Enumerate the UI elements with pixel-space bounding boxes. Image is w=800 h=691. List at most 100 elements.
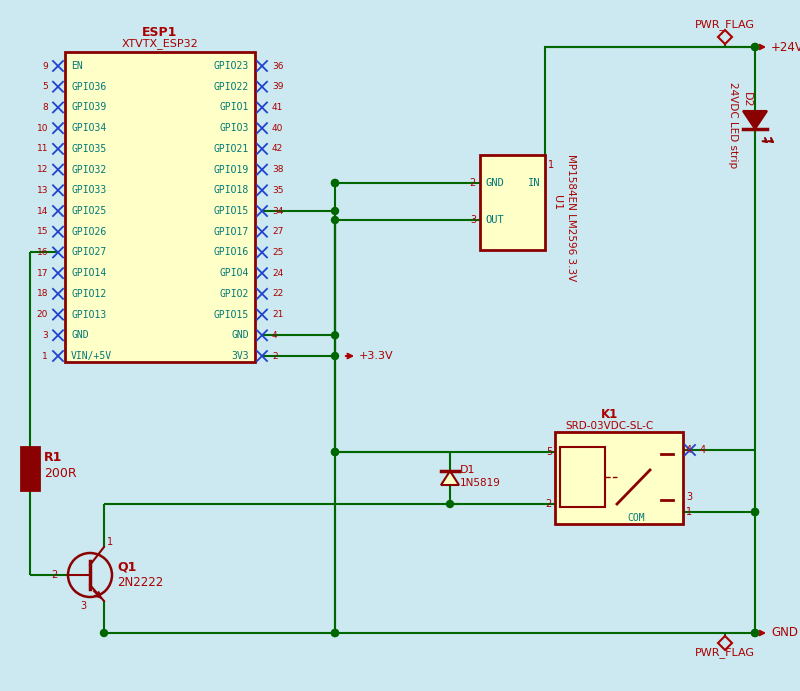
Text: 2N2222: 2N2222 <box>117 576 163 589</box>
Text: PWR_FLAG: PWR_FLAG <box>695 647 755 659</box>
Text: 8: 8 <box>42 103 48 112</box>
Text: XTVTX_ESP32: XTVTX_ESP32 <box>122 39 198 50</box>
Circle shape <box>331 448 338 455</box>
Text: D2: D2 <box>742 92 752 108</box>
Text: 39: 39 <box>272 82 283 91</box>
Text: GND: GND <box>231 330 249 340</box>
Text: 15: 15 <box>37 227 48 236</box>
Text: GPIO15: GPIO15 <box>214 310 249 319</box>
Text: SRD-03VDC-SL-C: SRD-03VDC-SL-C <box>565 421 653 431</box>
Text: GPIO17: GPIO17 <box>214 227 249 237</box>
Text: 4: 4 <box>686 445 692 455</box>
Bar <box>555 432 683 524</box>
Text: VIN/+5V: VIN/+5V <box>71 351 112 361</box>
Text: 41: 41 <box>272 103 283 112</box>
Text: MP1584EN LM2596 3.3V: MP1584EN LM2596 3.3V <box>566 154 576 281</box>
Text: 5: 5 <box>546 447 552 457</box>
Text: GPIO27: GPIO27 <box>71 247 106 258</box>
Text: 42: 42 <box>272 144 283 153</box>
Text: GPIO14: GPIO14 <box>71 268 106 278</box>
Text: 27: 27 <box>272 227 283 236</box>
Text: 1N5819: 1N5819 <box>460 478 501 488</box>
Bar <box>480 155 545 250</box>
Text: COM: COM <box>627 513 645 523</box>
Circle shape <box>331 207 338 214</box>
Polygon shape <box>718 636 732 650</box>
Text: 2: 2 <box>52 570 58 580</box>
Text: GPIO25: GPIO25 <box>71 206 106 216</box>
Circle shape <box>331 216 338 223</box>
Circle shape <box>331 332 338 339</box>
Text: GPIO13: GPIO13 <box>71 310 106 319</box>
Text: 24VDC LED strip: 24VDC LED strip <box>728 82 738 168</box>
Text: ESP1: ESP1 <box>142 26 178 39</box>
Text: 10: 10 <box>37 124 48 133</box>
Text: U1: U1 <box>552 195 562 210</box>
Text: 36: 36 <box>272 61 283 70</box>
Text: +24V: +24V <box>771 41 800 53</box>
Polygon shape <box>441 471 459 485</box>
Circle shape <box>331 352 338 359</box>
Text: 3: 3 <box>686 492 692 502</box>
Text: +3.3V: +3.3V <box>359 351 394 361</box>
Text: 11: 11 <box>37 144 48 153</box>
Text: 20: 20 <box>37 310 48 319</box>
Text: GPIO18: GPIO18 <box>214 185 249 196</box>
Circle shape <box>101 630 107 636</box>
Text: GPIO12: GPIO12 <box>71 289 106 299</box>
Circle shape <box>751 44 758 50</box>
Text: GPIO4: GPIO4 <box>220 268 249 278</box>
Text: GPIO23: GPIO23 <box>214 61 249 71</box>
Text: GPIO2: GPIO2 <box>220 289 249 299</box>
Text: 13: 13 <box>37 186 48 195</box>
Text: 18: 18 <box>37 290 48 299</box>
Circle shape <box>331 630 338 636</box>
Text: GPIO34: GPIO34 <box>71 123 106 133</box>
Circle shape <box>751 509 758 515</box>
Text: GPIO35: GPIO35 <box>71 144 106 154</box>
Circle shape <box>331 630 338 636</box>
Polygon shape <box>718 30 732 44</box>
Text: 1: 1 <box>548 160 554 170</box>
Bar <box>21 447 39 490</box>
Text: 3: 3 <box>80 601 86 611</box>
Text: 5: 5 <box>42 82 48 91</box>
Text: K1: K1 <box>600 408 618 421</box>
Circle shape <box>331 448 338 455</box>
Text: EN: EN <box>71 61 82 71</box>
Text: 3: 3 <box>42 331 48 340</box>
Text: GND: GND <box>485 178 504 188</box>
Text: 3: 3 <box>470 215 476 225</box>
Text: 1: 1 <box>42 352 48 361</box>
Text: GPIO21: GPIO21 <box>214 144 249 154</box>
Text: GPIO36: GPIO36 <box>71 82 106 92</box>
Text: 16: 16 <box>37 248 48 257</box>
Text: 3V3: 3V3 <box>231 351 249 361</box>
Text: GPIO32: GPIO32 <box>71 164 106 175</box>
Text: GPIO16: GPIO16 <box>214 247 249 258</box>
Text: GND: GND <box>71 330 89 340</box>
Circle shape <box>751 630 758 636</box>
Text: 12: 12 <box>37 165 48 174</box>
Text: GPIO19: GPIO19 <box>214 164 249 175</box>
Circle shape <box>751 630 758 636</box>
Text: PWR_FLAG: PWR_FLAG <box>695 19 755 30</box>
Text: 2: 2 <box>470 178 476 188</box>
Bar <box>560 447 605 507</box>
Text: 35: 35 <box>272 186 283 195</box>
Text: GPIO15: GPIO15 <box>214 206 249 216</box>
Text: GPIO39: GPIO39 <box>71 102 106 113</box>
Text: 1: 1 <box>686 507 692 517</box>
Circle shape <box>751 44 758 50</box>
Text: 1: 1 <box>107 537 113 547</box>
Text: D1: D1 <box>460 465 475 475</box>
Circle shape <box>446 500 454 507</box>
Text: 21: 21 <box>272 310 283 319</box>
Text: IN: IN <box>527 178 540 188</box>
Circle shape <box>751 509 758 515</box>
Text: 17: 17 <box>37 269 48 278</box>
Text: 40: 40 <box>272 124 283 133</box>
Text: 4: 4 <box>700 445 706 455</box>
Text: 24: 24 <box>272 269 283 278</box>
Text: 34: 34 <box>272 207 283 216</box>
